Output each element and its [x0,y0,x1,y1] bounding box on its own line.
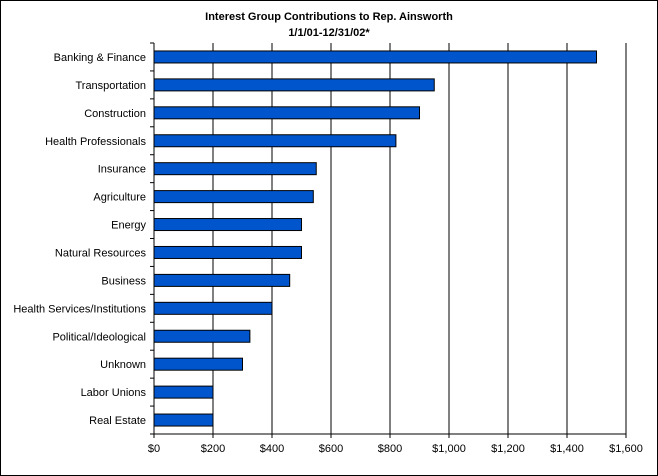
x-tick-label: $1,200 [491,443,525,455]
chart-subtitle: 1/1/01-12/31/02* [288,27,370,39]
category-label: Transportation [75,80,146,92]
labels: Banking & Finance Transportation Construct… [13,52,643,455]
category-label: Real Estate [89,415,146,427]
axes [150,42,627,438]
bar-labor-unions [153,385,214,399]
category-label: Labor Unions [81,387,147,399]
bar-construction [153,106,420,120]
category-label: Health Professionals [45,136,146,148]
x-tick-label: $0 [148,443,160,455]
category-label: Energy [111,220,146,232]
bar-energy [153,218,302,232]
category-label: Insurance [98,164,146,176]
x-tick-label: $400 [260,443,284,455]
chart-title: Interest Group Contributions to Rep. Ain… [205,11,453,23]
category-label: Business [101,275,146,287]
category-label: Banking & Finance [54,52,146,64]
bar-unknown [153,357,243,371]
x-tick-label: $600 [319,443,343,455]
bar-transportation [153,78,435,92]
x-tick-label: $800 [378,443,402,455]
bar-health-services-institutions [153,301,273,315]
gridlines [212,43,627,434]
bar-health-professionals [153,134,397,148]
bar-business [153,273,291,287]
x-tick-label: $1,400 [550,443,584,455]
category-label: Political/Ideological [52,331,146,343]
x-tick-label: $1,600 [609,443,643,455]
bar-agriculture [153,190,314,204]
bar-political-ideological [153,329,251,343]
bars [153,50,597,427]
category-label: Natural Resources [55,247,147,259]
category-label: Construction [84,108,146,120]
bar-insurance [153,162,317,176]
category-label: Health Services/Institutions [13,303,146,315]
x-tick-label: $1,000 [432,443,466,455]
bar-banking-finance [153,50,597,64]
bar-natural-resources [153,245,302,259]
bar-real-estate [153,413,214,427]
category-label: Unknown [100,359,146,371]
x-tick-label: $200 [201,443,225,455]
category-label: Agriculture [93,192,146,204]
